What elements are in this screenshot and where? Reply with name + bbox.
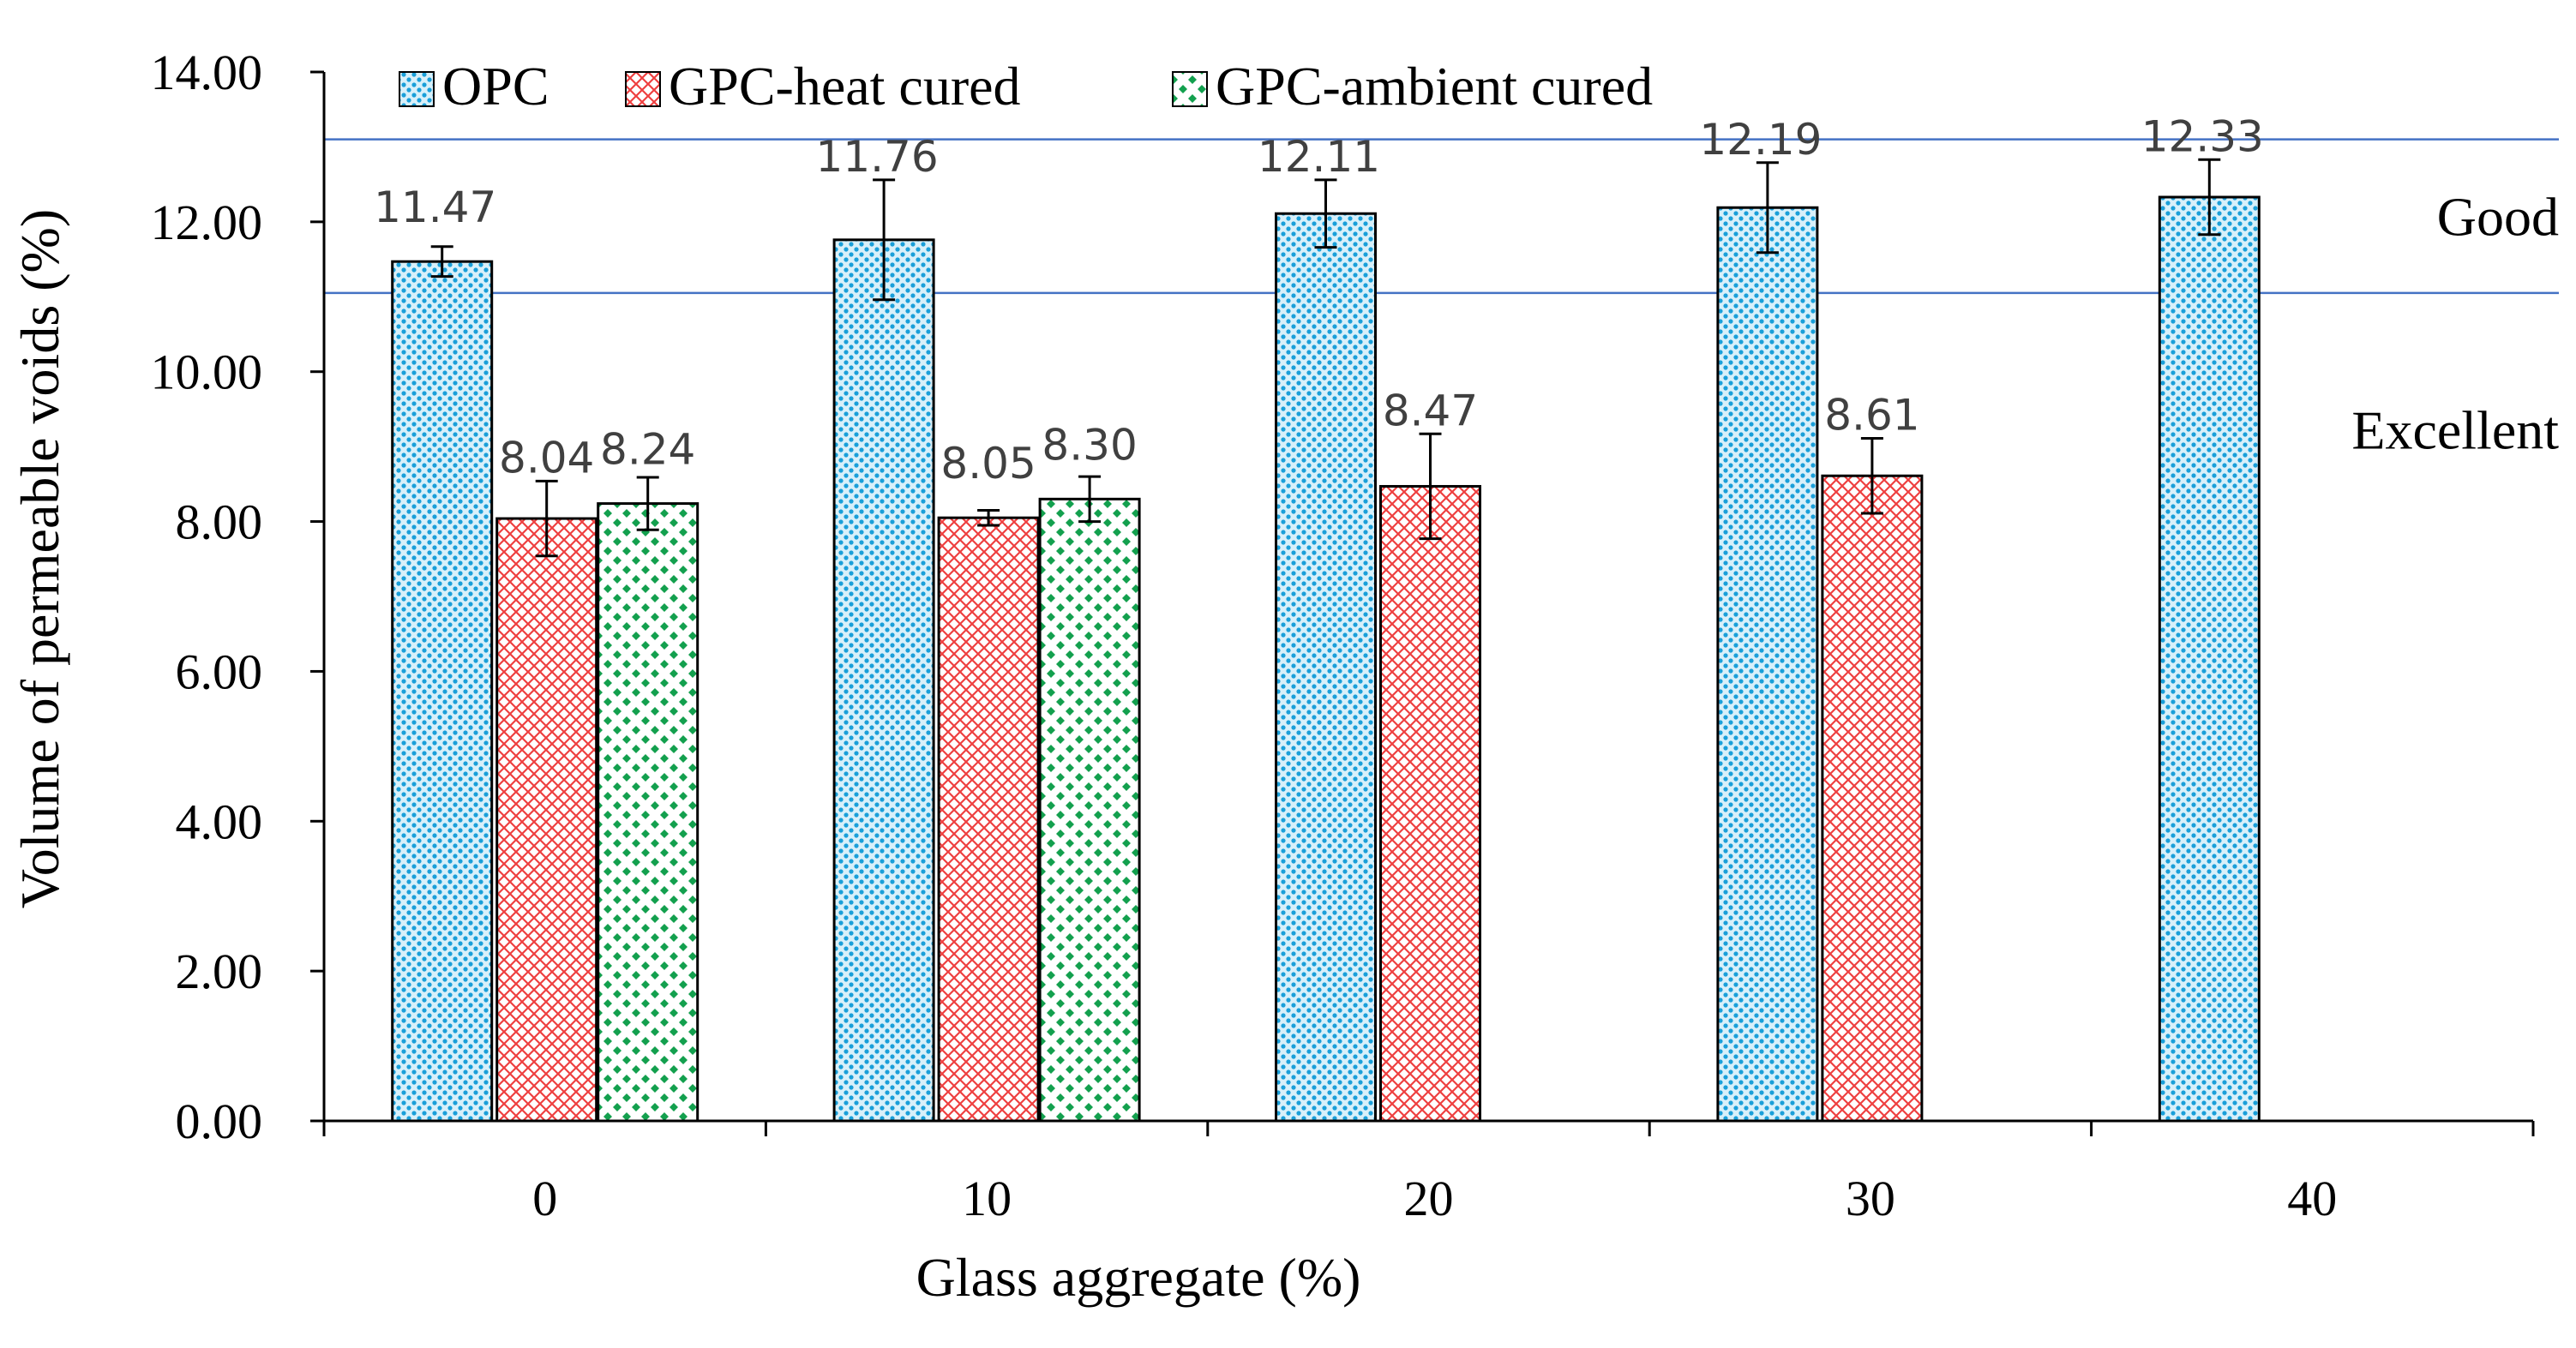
y-tick-label-4.00: 4.00	[176, 794, 263, 849]
bar-ambient-cured-0	[597, 502, 700, 1123]
value-label-opc-40: 12.33	[2141, 111, 2264, 161]
legend-label-heat: GPC-heat cured	[669, 56, 1021, 117]
y-tick-label-0.00: 0.00	[176, 1093, 263, 1149]
bars-group	[391, 195, 2261, 1123]
y-tick-label-10.00: 10.00	[151, 344, 263, 400]
axes-group	[310, 70, 2535, 1136]
bar-opc-40	[2158, 195, 2261, 1123]
annotation-excellent: Excellent	[2351, 400, 2559, 461]
x-tick-label-0: 0	[532, 1171, 557, 1226]
y-tick-label-6.00: 6.00	[176, 644, 263, 699]
x-tick-label-30: 30	[1846, 1171, 1895, 1226]
bar-opc-20	[1275, 212, 1377, 1123]
y-tick-label-12.00: 12.00	[151, 195, 263, 250]
x-tick-label-40: 40	[2287, 1171, 2337, 1226]
x-tick-label-10: 10	[962, 1171, 1012, 1226]
bar-opc-30	[1716, 206, 1819, 1123]
x-axis-title: Glass aggregate (%)	[916, 1247, 1361, 1308]
bar-opc-10	[832, 238, 935, 1123]
value-label-heat-cured-10: 8.05	[940, 439, 1036, 488]
bar-heat-cured-20	[1379, 484, 1481, 1123]
x-tick-label-20: 20	[1404, 1171, 1454, 1226]
legend-label-ambient: GPC-ambient cured	[1216, 56, 1653, 117]
annotations-group: Good Excellent	[2351, 186, 2559, 460]
value-label-heat-cured-30: 8.61	[1824, 391, 1919, 440]
legend-item-ambient: GPC-ambient cured	[1172, 56, 1653, 117]
y-axis-title: Volume of permeable voids (%)	[9, 209, 70, 908]
value-label-opc-10: 11.76	[816, 132, 939, 182]
value-label-ambient-cured-0: 8.24	[600, 425, 695, 475]
y-tick-label-2.00: 2.00	[176, 944, 263, 999]
legend-label-opc: OPC	[442, 56, 549, 117]
value-label-opc-20: 12.11	[1258, 132, 1380, 182]
legend-swatch-ambient	[1172, 71, 1208, 107]
tick-labels-group: 0.00 2.00 4.00 6.00 8.00 10.00 12.00 14.00 0 10 20…	[151, 45, 2338, 1226]
legend-item-heat: GPC-heat cured	[625, 56, 1021, 117]
value-label-heat-cured-0: 8.04	[499, 433, 594, 482]
value-labels-group: 11.47 11.76 12.11 12.19 12.33 8.04 8.05 8.47 8.6…	[374, 111, 2264, 488]
bar-opc-0	[391, 260, 494, 1123]
legend-swatch-heat	[625, 71, 661, 107]
error-bars-group	[430, 158, 2221, 558]
bar-heat-cured-30	[1821, 474, 1924, 1123]
bar-heat-cured-10	[937, 516, 1040, 1123]
bar-heat-cured-0	[495, 517, 598, 1123]
y-tick-label-14.00: 14.00	[151, 45, 263, 100]
legend-swatch-opc	[399, 71, 435, 107]
legend: OPC GPC-heat cured GPC-ambient cured	[399, 56, 1653, 117]
legend-item-opc: OPC	[399, 56, 549, 117]
value-label-opc-30: 12.19	[1699, 115, 1822, 165]
y-tick-label-8.00: 8.00	[176, 494, 263, 550]
value-label-heat-cured-20: 8.47	[1383, 386, 1478, 435]
value-label-ambient-cured-10: 8.30	[1042, 420, 1137, 470]
annotation-good: Good	[2437, 186, 2559, 247]
value-label-opc-0: 11.47	[374, 183, 496, 232]
bar-ambient-cured-10	[1038, 497, 1141, 1123]
